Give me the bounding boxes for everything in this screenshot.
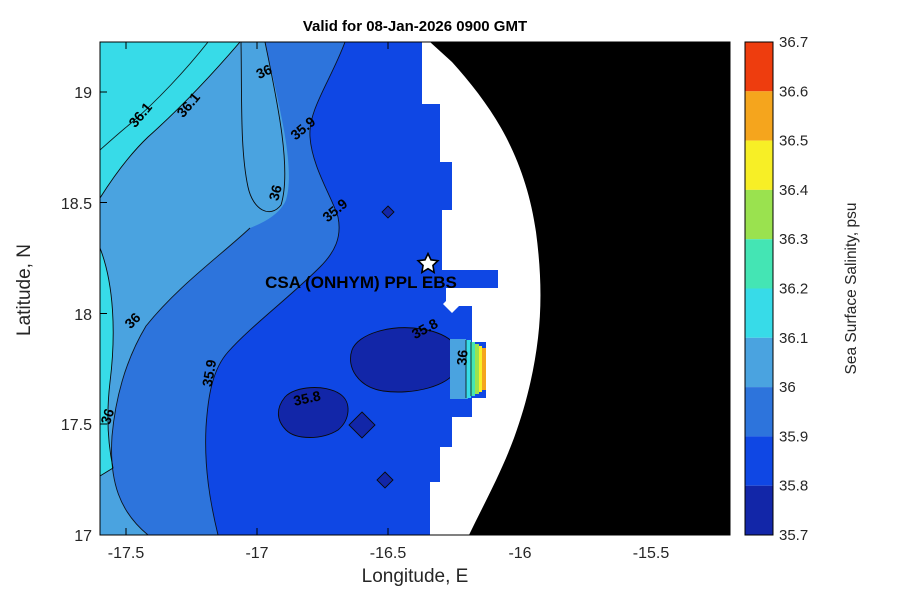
station-label: CSA (ONHYM) PPL EBS <box>265 273 457 292</box>
colorbar-border <box>744 41 774 536</box>
band-35.7-35.8-blob <box>277 387 349 438</box>
colorbar-segment <box>745 337 773 388</box>
colorbar: 35.7 35.8 35.9 36 36.1 36.2 36.3 36.4 36… <box>744 34 860 544</box>
contour-label: 36 <box>253 61 274 82</box>
contour-line-35.9 <box>205 42 346 535</box>
band-35.7-35.8-diamond <box>381 205 395 219</box>
band-36.1-36.2-sliver <box>100 247 114 477</box>
y-tick-label: 17 <box>74 528 92 545</box>
colorbar-segment <box>745 387 773 437</box>
x-axis-label: Longitude, E <box>362 566 469 587</box>
colorbar-segment <box>745 288 773 338</box>
colorbar-tick-label: 35.9 <box>779 428 808 445</box>
coastal-band-36.3 <box>475 344 479 394</box>
colorbar-segment <box>745 140 773 190</box>
colorbar-segment <box>745 436 773 486</box>
y-axis-label: Latitude, N <box>14 244 35 336</box>
y-tick-marks <box>100 91 730 536</box>
contour-label: 36 <box>453 349 470 366</box>
coastal-band-36.4 <box>479 346 482 392</box>
plot-border <box>99 41 731 536</box>
colorbar-segment <box>745 189 773 240</box>
band-35.7-35.8-diamond <box>376 471 394 489</box>
x-tick-label: -17.5 <box>108 545 145 562</box>
y-tick-label: 17.5 <box>61 417 92 434</box>
band-36.1-36.2-corner <box>100 42 241 200</box>
contour-label: 35.9 <box>199 358 220 388</box>
band-35.7-35.8-blob <box>350 327 461 393</box>
colorbar-tick-label: 36.3 <box>779 231 808 248</box>
band-35.7-35.8-diamond <box>348 411 376 439</box>
colorbar-tick-label: 36.7 <box>779 34 808 51</box>
colorbar-tick-label: 36.6 <box>779 83 808 100</box>
coastal-band-36.5 <box>482 348 486 390</box>
colorbar-tick-label: 36.5 <box>779 133 808 150</box>
contour-label: 36 <box>97 406 117 426</box>
coastal-band-36.2 <box>471 342 475 396</box>
coastal-band-36.1 <box>466 340 471 398</box>
colorbar-tick-label: 35.7 <box>779 527 808 544</box>
contour-label: 36 <box>265 183 285 202</box>
contour-line-36.0 <box>111 227 251 535</box>
station-star-marker <box>416 251 440 274</box>
x-tick-label: -15.5 <box>633 545 670 562</box>
colorbar-segment <box>745 485 773 535</box>
y-tick-label: 18.5 <box>61 196 92 213</box>
plot-area: 36 36.1 36.1 35.9 36 35.9 36 35.9 36 35.… <box>97 41 731 536</box>
colorbar-segment <box>745 239 773 289</box>
band-tongue-36.0-36.1 <box>240 42 286 212</box>
coastal-band-36.0 <box>450 339 468 399</box>
y-tick-label: 19 <box>74 85 92 102</box>
colorbar-tick-label: 36.1 <box>779 330 808 347</box>
contour-label: 35.8 <box>292 387 322 408</box>
x-tick-marks <box>125 42 652 535</box>
colorbar-tick-label: 35.8 <box>779 478 808 495</box>
x-tick-label: -16 <box>508 545 531 562</box>
colorbar-segment <box>745 91 773 141</box>
x-tick-label: -17 <box>245 545 268 562</box>
colorbar-tick-label: 36.2 <box>779 281 808 298</box>
colorbar-tick-label: 36 <box>779 379 796 396</box>
colorbar-segment <box>745 42 773 92</box>
contour-line-36.1-inner <box>100 42 209 151</box>
colorbar-tick-label: 36.4 <box>779 182 808 199</box>
chart-title: Valid for 08-Jan-2026 0900 GMT <box>303 18 527 35</box>
land-mask <box>430 42 730 535</box>
colorbar-axis-label: Sea Surface Salinity, psu <box>843 202 860 374</box>
x-tick-label: -16.5 <box>370 545 407 562</box>
y-tick-label: 18 <box>74 307 92 324</box>
